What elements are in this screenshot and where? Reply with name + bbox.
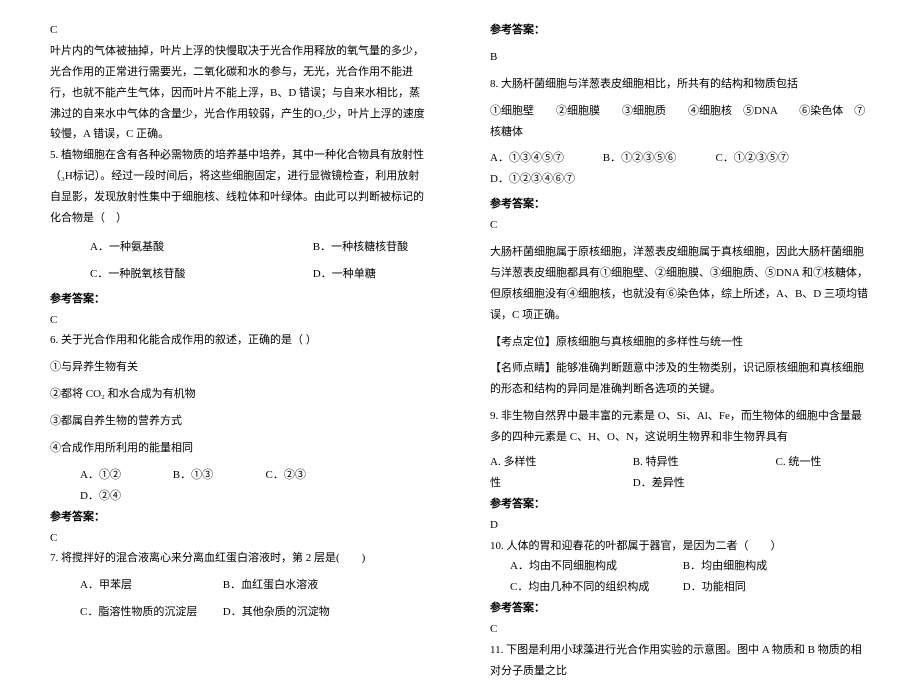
q7-option-c: C．脂溶性物质的沉淀层 xyxy=(80,602,220,623)
q6-item-1: ①与异养生物有关 xyxy=(50,357,430,378)
q8-answer: C xyxy=(490,215,870,236)
q9-option-c: C. 统一性 xyxy=(776,452,822,473)
q9-option-d: D．差异性 xyxy=(633,473,685,494)
q6-answer: C xyxy=(50,528,430,549)
q5-option-d: D．一种单糖 xyxy=(313,264,376,285)
question-6: 6. 关于光合作用和化能合成作用的叙述，正确的是（ ） xyxy=(50,330,430,351)
q10-option-b: B．均由细胞构成 xyxy=(683,556,767,577)
q8-option-b: B．①②③⑤⑥ xyxy=(603,148,713,169)
question-7: 7. 将搅拌好的混合液离心来分离血红蛋白溶液时，第 2 层是( ) xyxy=(50,548,430,569)
q6-item-3: ③都属自养生物的营养方式 xyxy=(50,411,430,432)
q9-blank: 性 xyxy=(490,473,630,494)
q6-option-b: B．①③ xyxy=(173,465,263,486)
question-9: 9. 非生物自然界中最丰富的元素是 O、Si、Al、Fe，而生物体的细胞中含量最… xyxy=(490,406,870,448)
q6-option-a: A．①② xyxy=(80,465,170,486)
q9-option-a: A. 多样性 xyxy=(490,452,630,473)
reference-answer-label: 参考答案： xyxy=(490,598,870,619)
q10-option-d: D．功能相同 xyxy=(683,577,746,598)
q8-option-c: C．①②③⑤⑦ xyxy=(716,148,826,169)
question-11: 11. 下图是利用小球藻进行光合作用实验的示意图。图中 A 物质和 B 物质的相… xyxy=(490,640,870,682)
q8-explanation-3: 【名师点睛】能够准确判断题意中涉及的生物类别，识记原核细胞和真核细胞的形态和结构… xyxy=(490,358,870,400)
reference-answer-label: 参考答案： xyxy=(50,507,430,528)
q5-option-c: C．一种脱氧核苷酸 xyxy=(90,264,310,285)
question-5: 5. 植物细胞在含有各种必需物质的培养基中培养，其中一种化合物具有放射性（₃H标… xyxy=(50,145,430,229)
q5-option-b: B．一种核糖核苷酸 xyxy=(313,237,408,258)
q8-explanation-2: 【考点定位】原核细胞与真核细胞的多样性与统一性 xyxy=(490,332,870,353)
question-10: 10. 人体的胃和迎春花的叶都属于器官，是因为二者（ ） xyxy=(490,536,870,557)
q7-option-b: B．血红蛋白水溶液 xyxy=(223,575,318,596)
answer-letter: C xyxy=(50,20,430,41)
explanation-text: 叶片内的气体被抽掉，叶片上浮的快慢取决于光合作用释放的氧气量的多少，光合作用的正… xyxy=(50,41,430,145)
q9-answer: D xyxy=(490,515,870,536)
q5-answer: C xyxy=(50,310,430,331)
q8-option-a: A．①③④⑤⑦ xyxy=(490,148,600,169)
q10-answer: C xyxy=(490,619,870,640)
q8-item-list: ①细胞壁 ②细胞膜 ③细胞质 ④细胞核 ⑤DNA ⑥染色体 ⑦核糖体 xyxy=(490,101,870,143)
q6-item-2: ②都将 CO₂ 和水合成为有机物 xyxy=(50,384,430,405)
reference-answer-label: 参考答案： xyxy=(490,20,870,41)
q10-option-a: A．均由不同细胞构成 xyxy=(510,556,680,577)
reference-answer-label: 参考答案： xyxy=(50,289,430,310)
q6-option-d: D．②④ xyxy=(80,486,170,507)
q9-option-b: B. 特异性 xyxy=(633,452,773,473)
q6-item-4: ④合成作用所利用的能量相同 xyxy=(50,438,430,459)
q7-option-a: A．甲苯层 xyxy=(80,575,220,596)
q6-option-c: C．②③ xyxy=(266,465,356,486)
q7-answer: B xyxy=(490,47,870,68)
reference-answer-label: 参考答案： xyxy=(490,494,870,515)
q8-explanation-1: 大肠杆菌细胞属于原核细胞，洋葱表皮细胞属于真核细胞，因此大肠杆菌细胞与洋葱表皮细… xyxy=(490,242,870,326)
q8-option-d: D．①②③④⑥⑦ xyxy=(490,169,575,190)
q7-option-d: D．其他杂质的沉淀物 xyxy=(223,602,330,623)
question-8: 8. 大肠杆菌细胞与洋葱表皮细胞相比，所共有的结构和物质包括 xyxy=(490,74,870,95)
q10-option-c: C．均由几种不同的组织构成 xyxy=(510,577,680,598)
reference-answer-label: 参考答案： xyxy=(490,194,870,215)
q5-option-a: A．一种氨基酸 xyxy=(90,237,310,258)
